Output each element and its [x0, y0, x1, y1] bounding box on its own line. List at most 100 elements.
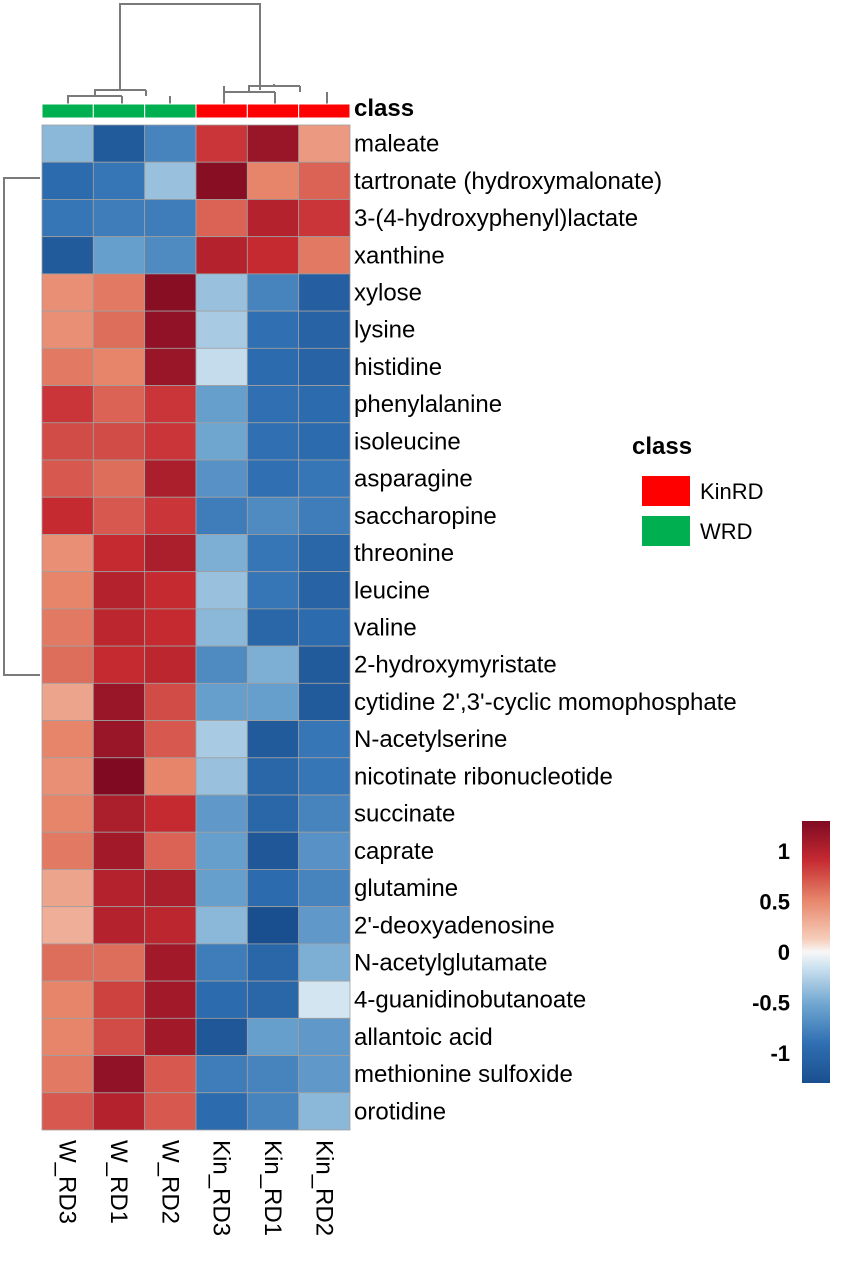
class-bar-cell-kin-rd3	[195, 103, 248, 119]
color-scale-tick-0-5: -0.5	[752, 990, 790, 1015]
heatmap-cell-nicotinate-ribonucleotide-w-rd2	[144, 757, 197, 796]
heatmap-cell-n-acetylserine-kin-rd3	[195, 720, 248, 759]
heatmap-cell-nicotinate-ribonucleotide-kin-rd1	[246, 757, 300, 796]
heatmap-cell-caprate-kin-rd1	[246, 831, 300, 870]
heatmap-cell-phenylalanine-w-rd1	[92, 385, 146, 424]
heatmap-cell-orotidine-w-rd1	[92, 1092, 146, 1131]
heatmap-cell-threonine-w-rd2	[144, 534, 197, 573]
heatmap-cell-3-4-hydroxyphenyl-lactate-kin-rd2	[298, 199, 351, 238]
heatmap-cell-lysine-kin-rd2	[298, 310, 351, 349]
row-label-saccharopine: saccharopine	[354, 503, 497, 530]
heatmap-cell-caprate-w-rd3	[41, 831, 94, 870]
heatmap-cell-n-acetylglutamate-kin-rd3	[195, 943, 248, 982]
column-label-kin-rd2: Kin_RD2	[310, 1140, 337, 1236]
heatmap-cell-nicotinate-ribonucleotide-w-rd3	[41, 757, 94, 796]
heatmap-cell-2-deoxyadenosine-w-rd1	[92, 906, 146, 945]
heatmap-cell-xanthine-w-rd3	[41, 236, 94, 275]
heatmap-cell-maleate-w-rd3	[41, 124, 94, 163]
heatmap-cell-histidine-kin-rd2	[298, 347, 351, 386]
row-label-n-acetylglutamate: N-acetylglutamate	[354, 950, 547, 977]
heatmap-cell-succinate-w-rd2	[144, 794, 197, 833]
heatmap-cell-n-acetylserine-w-rd3	[41, 720, 94, 759]
row-label-xanthine: xanthine	[354, 242, 445, 269]
heatmap-cell-asparagine-w-rd2	[144, 459, 197, 498]
heatmap-cell-glutamine-kin-rd3	[195, 869, 248, 908]
heatmap-cell-glutamine-w-rd2	[144, 869, 197, 908]
heatmap-cell-n-acetylglutamate-w-rd3	[41, 943, 94, 982]
heatmap-cell-asparagine-kin-rd1	[246, 459, 300, 498]
heatmap-cell-orotidine-w-rd3	[41, 1092, 94, 1131]
heatmap-cell-threonine-w-rd3	[41, 534, 94, 573]
color-scale-legend: 1 0.5 0 -0.5 -1	[752, 821, 830, 1083]
class-bar	[41, 103, 351, 119]
heatmap-cell-2-deoxyadenosine-kin-rd3	[195, 906, 248, 945]
heatmap-cell-2-deoxyadenosine-w-rd2	[144, 906, 197, 945]
heatmap-cell-maleate-kin-rd2	[298, 124, 351, 163]
heatmap-cell-n-acetylserine-w-rd1	[92, 720, 146, 759]
row-label-orotidine: orotidine	[354, 1098, 446, 1125]
heatmap-cell-4-guanidinobutanoate-w-rd2	[144, 980, 197, 1019]
heatmap-cell-xylose-kin-rd1	[246, 273, 300, 312]
row-label-threonine: threonine	[354, 540, 454, 567]
heatmap-cell-xylose-w-rd1	[92, 273, 146, 312]
heatmap-cell-lysine-w-rd1	[92, 310, 146, 349]
dendrograms	[3, 3, 328, 676]
row-label-2-hydroxymyristate: 2-hydroxymyristate	[354, 652, 557, 679]
class-bar-cell-w-rd1	[92, 103, 146, 119]
heatmap-cell-4-guanidinobutanoate-kin-rd1	[246, 980, 300, 1019]
heatmap-cell-succinate-kin-rd1	[246, 794, 300, 833]
heatmap-cell-glutamine-w-rd1	[92, 869, 146, 908]
heatmap-cell-cytidine-2-3-cyclic-momophosphate-w-rd2	[144, 682, 197, 721]
row-label-n-acetylserine: N-acetylserine	[354, 726, 507, 753]
row-label-phenylalanine: phenylalanine	[354, 391, 502, 418]
heatmap-cell-phenylalanine-kin-rd1	[246, 385, 300, 424]
heatmap-cell-saccharopine-kin-rd2	[298, 496, 351, 535]
heatmap-cell-succinate-w-rd1	[92, 794, 146, 833]
heatmap-cell-n-acetylglutamate-w-rd1	[92, 943, 146, 982]
heatmap-cell-n-acetylglutamate-w-rd2	[144, 943, 197, 982]
class-legend-title: class	[632, 433, 692, 460]
heatmap-cell-isoleucine-kin-rd2	[298, 422, 351, 461]
heatmap-cell-caprate-kin-rd2	[298, 831, 351, 870]
class-legend-label-kinrd: KinRD	[700, 479, 764, 504]
heatmap-cell-2-deoxyadenosine-kin-rd2	[298, 906, 351, 945]
row-label-3-4-hydroxyphenyl-lactate: 3-(4-hydroxyphenyl)lactate	[354, 205, 638, 232]
color-scale-tick-0: 0	[778, 940, 790, 965]
column-dendrogram	[67, 3, 328, 104]
heatmap-cell-asparagine-kin-rd2	[298, 459, 351, 498]
heatmap-cell-methionine-sulfoxide-kin-rd1	[246, 1055, 300, 1094]
color-scale-tick-0-5: 0.5	[759, 890, 790, 915]
heatmap-cell-threonine-kin-rd1	[246, 534, 300, 573]
heatmap-cell-3-4-hydroxyphenyl-lactate-w-rd3	[41, 199, 94, 238]
heatmap-cell-nicotinate-ribonucleotide-kin-rd3	[195, 757, 248, 796]
heatmap-cell-asparagine-w-rd1	[92, 459, 146, 498]
heatmap-cell-allantoic-acid-kin-rd1	[246, 1017, 300, 1056]
heatmap-cell-valine-kin-rd1	[246, 608, 300, 647]
row-label-caprate: caprate	[354, 838, 434, 865]
heatmap-cell-leucine-w-rd3	[41, 571, 94, 610]
heatmap-cell-glutamine-kin-rd2	[298, 869, 351, 908]
heatmap-cell-valine-w-rd1	[92, 608, 146, 647]
heatmap-cell-histidine-w-rd2	[144, 347, 197, 386]
row-label-tartronate-hydroxymalonate: tartronate (hydroxymalonate)	[354, 168, 662, 195]
heatmap-cell-methionine-sulfoxide-w-rd3	[41, 1055, 94, 1094]
heatmap-cell-saccharopine-w-rd3	[41, 496, 94, 535]
class-legend-label-wrd: WRD	[700, 519, 753, 544]
row-label-leucine: leucine	[354, 577, 430, 604]
column-label-w-rd3: W_RD3	[54, 1140, 81, 1224]
heatmap-cell-xylose-w-rd3	[41, 273, 94, 312]
row-labels: maleate tartronate (hydroxymalonate) 3-(4-…	[354, 131, 737, 1126]
heatmap-cell-maleate-kin-rd1	[246, 124, 300, 163]
heatmap-cell-4-guanidinobutanoate-kin-rd3	[195, 980, 248, 1019]
row-label-isoleucine: isoleucine	[354, 428, 461, 455]
heatmap-cell-2-deoxyadenosine-kin-rd1	[246, 906, 300, 945]
heatmap-cell-caprate-w-rd1	[92, 831, 146, 870]
heatmap-cell-isoleucine-w-rd3	[41, 422, 94, 461]
class-bar-cell-kin-rd2	[298, 103, 351, 119]
heatmap-cell-lysine-w-rd3	[41, 310, 94, 349]
column-label-w-rd2: W_RD2	[156, 1140, 183, 1224]
heatmap-cell-allantoic-acid-kin-rd2	[298, 1017, 351, 1056]
heatmap-cell-methionine-sulfoxide-kin-rd2	[298, 1055, 351, 1094]
heatmap-cell-xanthine-kin-rd2	[298, 236, 351, 275]
row-label-cytidine-2-3-cyclic-momophosphate: cytidine 2',3'-cyclic momophosphate	[354, 689, 737, 716]
